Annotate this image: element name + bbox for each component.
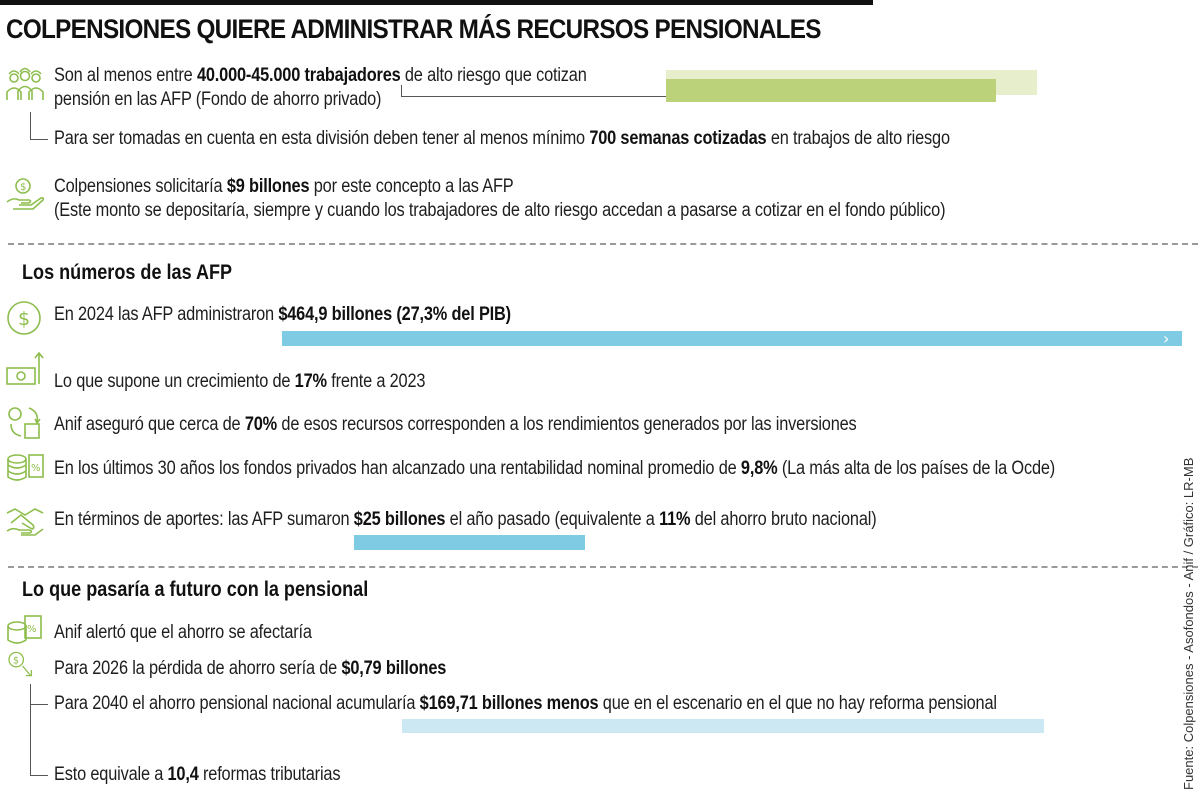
y2040-text: Para 2040 el ahorro pensional nacional a… <box>54 693 997 714</box>
money-hand-icon: $ <box>5 174 45 214</box>
profitability-text: En los últimos 30 años los fondos privad… <box>54 458 1056 479</box>
y2026-text: Para 2026 la pérdida de ahorro sería de … <box>54 658 447 679</box>
connector <box>30 139 48 140</box>
source-credit: Fuente: Colpensiones - Asofondos - Anif … <box>1181 457 1196 790</box>
connector <box>30 704 48 705</box>
workers-text-line2: pensión en las AFP (Fondo de ahorro priv… <box>54 89 382 110</box>
returns-text: Anif aseguró que cerca de 70% de esos re… <box>54 414 857 435</box>
connector <box>401 96 666 97</box>
page-title: COLPENSIONES QUIERE ADMINISTRAR MÁS RECU… <box>6 14 822 44</box>
svg-text:$: $ <box>13 656 19 667</box>
svg-text:%: % <box>31 463 41 474</box>
contributions-text: En términos de aportes: las AFP sumaron … <box>54 509 877 530</box>
falling-dollar-icon: $ <box>5 650 37 682</box>
request-text: Colpensiones solicitaría $9 billones por… <box>54 176 514 197</box>
contributions-bar <box>354 535 585 550</box>
alert-text: Anif alertó que el ahorro se afectaría <box>54 622 312 643</box>
money-growth-icon <box>5 350 45 390</box>
weeks-text: Para ser tomadas en cuenta en esta divis… <box>54 128 950 149</box>
svg-text:%: % <box>27 624 37 635</box>
dollar-circle-icon: $ <box>5 298 45 338</box>
growth-text: Lo que supone un crecimiento de 17% fren… <box>54 371 426 392</box>
workers-icon <box>5 66 45 106</box>
connector <box>30 684 31 776</box>
svg-text:$: $ <box>20 182 26 193</box>
connector <box>30 775 48 776</box>
chart-cycle-icon <box>5 402 45 442</box>
arrow-right-icon: › <box>1163 329 1170 348</box>
section-heading-afp: Los números de las AFP <box>22 261 233 284</box>
divider <box>8 243 1198 245</box>
managed-bar <box>282 331 1182 346</box>
connector <box>401 85 402 97</box>
request-text-line2: (Este monto se depositaría, siempre y cu… <box>54 200 946 221</box>
workers-text: Son al menos entre 40.000-45.000 trabaja… <box>54 65 587 86</box>
section-heading-future: Lo que pasaría a futuro con la pensional <box>22 578 369 601</box>
top-rule <box>0 0 873 5</box>
divider <box>8 566 1198 568</box>
handshake-icon <box>5 499 45 539</box>
connector <box>30 112 31 140</box>
reforms-text: Esto equivale a 10,4 reformas tributaria… <box>54 764 341 785</box>
coins-percent-icon: % <box>5 447 45 487</box>
y2040-bar <box>402 719 1044 733</box>
svg-text:$: $ <box>18 308 30 330</box>
managed-text: En 2024 las AFP administraron $464,9 bil… <box>54 304 511 325</box>
workers-bar-min <box>666 79 996 102</box>
percent-box-icon: % <box>5 612 45 652</box>
